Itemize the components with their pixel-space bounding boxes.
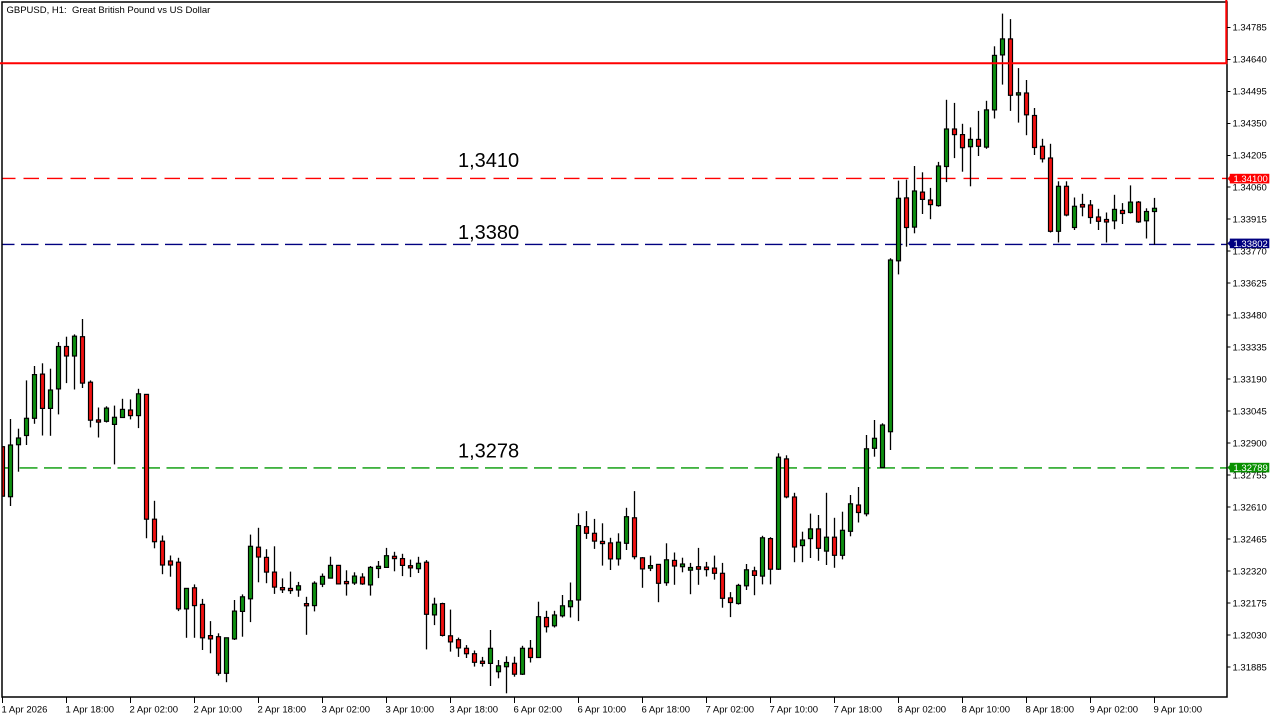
svg-text:1.34350: 1.34350 — [1233, 119, 1267, 130]
svg-text:1.33480: 1.33480 — [1233, 311, 1267, 322]
svg-text:1 Apr 2026: 1 Apr 2026 — [2, 705, 48, 716]
svg-text:2 Apr 10:00: 2 Apr 10:00 — [194, 705, 243, 716]
svg-text:1.34640: 1.34640 — [1233, 55, 1267, 66]
svg-text:1,3380: 1,3380 — [458, 222, 519, 244]
svg-text:1 Apr 18:00: 1 Apr 18:00 — [66, 705, 115, 716]
svg-text:1.33802: 1.33802 — [1234, 239, 1268, 250]
svg-text:1,3410: 1,3410 — [458, 150, 519, 172]
svg-text:1.33770: 1.33770 — [1233, 247, 1267, 258]
svg-text:9 Apr 02:00: 9 Apr 02:00 — [1090, 705, 1139, 716]
svg-text:1.33335: 1.33335 — [1233, 343, 1267, 354]
svg-text:1.32030: 1.32030 — [1233, 631, 1267, 642]
svg-text:1.32320: 1.32320 — [1233, 567, 1267, 578]
svg-text:1.32465: 1.32465 — [1233, 535, 1267, 546]
svg-text:1.34495: 1.34495 — [1233, 87, 1267, 98]
svg-text:1.32789: 1.32789 — [1234, 463, 1268, 474]
svg-text:1.32755: 1.32755 — [1233, 471, 1267, 482]
svg-text:8 Apr 10:00: 8 Apr 10:00 — [962, 705, 1011, 716]
svg-text:1.33190: 1.33190 — [1233, 375, 1267, 386]
svg-text:7 Apr 18:00: 7 Apr 18:00 — [834, 705, 883, 716]
svg-text:1.34785: 1.34785 — [1233, 23, 1267, 34]
svg-text:3 Apr 02:00: 3 Apr 02:00 — [322, 705, 371, 716]
svg-text:9 Apr 10:00: 9 Apr 10:00 — [1154, 705, 1203, 716]
svg-text:3 Apr 10:00: 3 Apr 10:00 — [386, 705, 435, 716]
svg-text:7 Apr 10:00: 7 Apr 10:00 — [770, 705, 819, 716]
svg-text:1.34100: 1.34100 — [1234, 174, 1268, 185]
svg-text:1.33915: 1.33915 — [1233, 215, 1267, 226]
svg-text:GBPUSD, H1: Great British Pou: GBPUSD, H1: Great British Pound vs US Do… — [7, 5, 211, 16]
svg-text:6 Apr 18:00: 6 Apr 18:00 — [642, 705, 691, 716]
svg-text:1.32610: 1.32610 — [1233, 503, 1267, 514]
svg-text:8 Apr 02:00: 8 Apr 02:00 — [898, 705, 947, 716]
svg-text:6 Apr 02:00: 6 Apr 02:00 — [514, 705, 563, 716]
svg-text:8 Apr 18:00: 8 Apr 18:00 — [1026, 705, 1075, 716]
svg-text:1.34060: 1.34060 — [1233, 183, 1267, 194]
svg-text:3 Apr 18:00: 3 Apr 18:00 — [450, 705, 499, 716]
svg-text:7 Apr 02:00: 7 Apr 02:00 — [706, 705, 755, 716]
svg-text:1,3278: 1,3278 — [458, 441, 519, 463]
svg-text:2 Apr 02:00: 2 Apr 02:00 — [130, 705, 179, 716]
svg-text:2 Apr 18:00: 2 Apr 18:00 — [258, 705, 307, 716]
svg-text:1.32900: 1.32900 — [1233, 439, 1267, 450]
svg-text:1.32175: 1.32175 — [1233, 599, 1267, 610]
svg-text:1.33045: 1.33045 — [1233, 407, 1267, 418]
svg-text:6 Apr 10:00: 6 Apr 10:00 — [578, 705, 627, 716]
svg-text:1.31885: 1.31885 — [1233, 663, 1267, 674]
svg-text:1.34205: 1.34205 — [1233, 151, 1267, 162]
svg-text:1.33625: 1.33625 — [1233, 279, 1267, 290]
